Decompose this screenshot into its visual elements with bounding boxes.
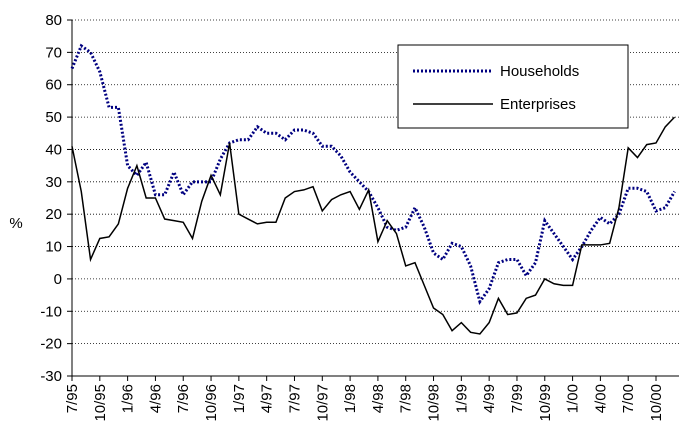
x-tick-label: 7/96 — [175, 384, 192, 413]
y-tick-label: 30 — [45, 174, 62, 191]
x-tick-label: 4/99 — [481, 384, 498, 413]
x-tick-label: 4/98 — [370, 384, 387, 413]
x-tick-label: 4/97 — [259, 384, 276, 413]
y-tick-label: 0 — [54, 271, 62, 288]
x-tick-label: 7/98 — [398, 384, 415, 413]
legend-label: Households — [500, 63, 579, 80]
x-tick-label: 10/99 — [537, 384, 554, 422]
x-tick-label: 1/00 — [565, 384, 582, 413]
x-tick-label: 4/00 — [592, 384, 609, 413]
x-tick-label: 10/95 — [92, 384, 109, 422]
y-tick-label: 60 — [45, 77, 62, 94]
x-tick-label: 1/98 — [342, 384, 359, 413]
y-tick-label: 20 — [45, 206, 62, 223]
x-tick-label: 1/97 — [231, 384, 248, 413]
x-tick-label: 10/98 — [426, 384, 443, 422]
x-tick-label: 7/95 — [64, 384, 81, 413]
x-tick-label: 7/99 — [509, 384, 526, 413]
x-tick-label: 1/96 — [120, 384, 137, 413]
y-tick-label: -30 — [40, 368, 62, 385]
legend: Households Enterprises — [397, 44, 629, 129]
y-axis-label: % — [9, 215, 22, 232]
y-tick-label: 80 — [45, 12, 62, 29]
x-tick-label: 1/99 — [453, 384, 470, 413]
y-tick-label: 40 — [45, 141, 62, 158]
legend-label: Enterprises — [500, 96, 576, 113]
y-tick-label: -20 — [40, 336, 62, 353]
y-tick-label: 70 — [45, 44, 62, 61]
x-tick-label: 10/00 — [648, 384, 665, 422]
y-tick-label: -10 — [40, 303, 62, 320]
data-line — [71, 116, 676, 335]
x-tick-label: 10/96 — [203, 384, 220, 422]
legend-box — [397, 44, 629, 129]
x-tick-label: 7/97 — [286, 384, 303, 413]
x-tick-label: 10/97 — [314, 384, 331, 422]
x-tick-label: 7/00 — [620, 384, 637, 413]
y-tick-label: 10 — [45, 239, 62, 256]
x-tick-label: 4/96 — [147, 384, 164, 413]
y-tick-label: 50 — [45, 109, 62, 126]
